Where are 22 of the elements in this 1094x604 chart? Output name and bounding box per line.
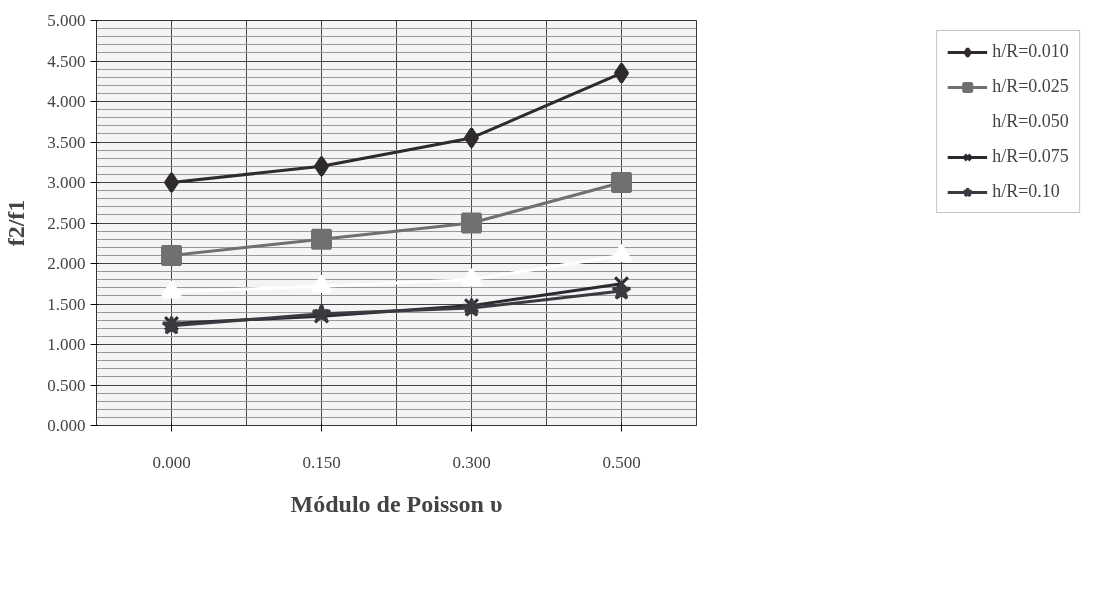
y-tick-label: 2.500: [47, 213, 86, 233]
y-tick-label: 3.500: [47, 132, 86, 152]
x-axis-title: Módulo de Poisson υ: [290, 490, 503, 517]
y-axis-title: f2/f1: [3, 199, 30, 247]
legend-label: h/R=0.10: [992, 181, 1060, 202]
legend-label: h/R=0.075: [992, 146, 1069, 167]
y-tick-label: 1.000: [47, 335, 86, 354]
x-tick-label: 0.150: [302, 452, 341, 472]
y-tick-label: 1.500: [47, 294, 86, 314]
x-tick-label: 0.000: [152, 452, 191, 472]
x-tick-label: 0.500: [602, 452, 641, 472]
y-tick-label: 2.000: [47, 254, 86, 273]
y-tick-label: 4.500: [47, 51, 86, 71]
x-tick-label: 0.300: [452, 452, 491, 472]
legend-label: h/R=0.025: [992, 76, 1069, 97]
y-tick-label: 0.000: [47, 416, 86, 435]
text: h/R=0.050: [992, 111, 1069, 132]
y-tick-label: 0.500: [47, 375, 86, 395]
y-tick-label: 5.000: [47, 11, 86, 30]
y-tick-label: 4.000: [47, 92, 86, 111]
legend-label: h/R=0.010: [992, 41, 1069, 62]
y-tick-label: 3.000: [47, 173, 86, 192]
